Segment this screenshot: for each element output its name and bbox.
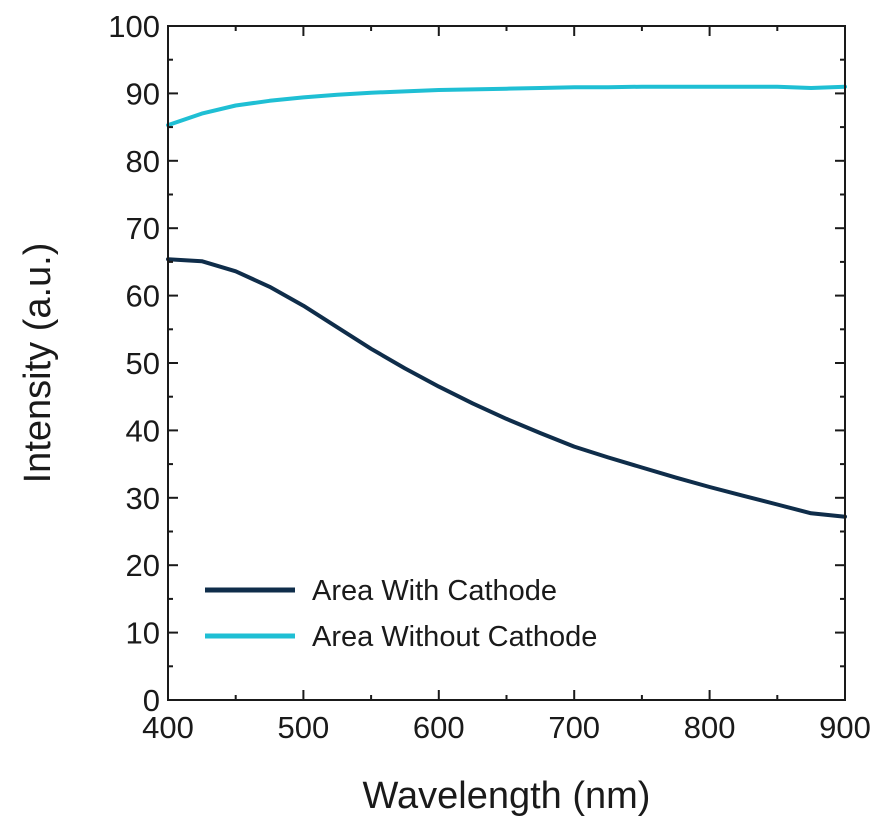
- series-layer: [166, 84, 847, 519]
- y-tick-label: 20: [126, 548, 160, 583]
- y-axis-label: Intensity (a.u.): [17, 243, 59, 484]
- legend-label-area-without-cathode: Area Without Cathode: [312, 621, 597, 653]
- legend-label-area-with-cathode: Area With Cathode: [312, 575, 557, 607]
- x-tick-label: 400: [142, 710, 194, 745]
- series-line-area-with-cathode: [166, 257, 847, 519]
- y-tick-label: 30: [126, 481, 160, 516]
- y-tick-label: 40: [126, 413, 160, 448]
- y-tick-label: 90: [126, 76, 160, 111]
- y-tick-label: 100: [108, 9, 160, 44]
- series-line-area-without-cathode: [166, 84, 847, 128]
- y-tick-label: 70: [126, 211, 160, 246]
- x-tick-label: 900: [819, 710, 871, 745]
- y-tick-label: 60: [126, 279, 160, 314]
- y-tick-label: 0: [143, 683, 160, 718]
- x-tick-label: 500: [278, 710, 330, 745]
- legend: Area With Cathode Area Without Cathode: [205, 575, 597, 653]
- x-axis-ticks: 400 500 600 700 800 900: [142, 26, 871, 745]
- y-tick-label: 10: [126, 616, 160, 651]
- x-tick-label: 700: [548, 710, 600, 745]
- x-tick-label: 800: [684, 710, 736, 745]
- y-tick-label: 80: [126, 144, 160, 179]
- y-axis-ticks: 0 10 20 30 40 50 60 70 80 90 100: [108, 9, 845, 718]
- x-axis-label: Wavelength (nm): [363, 775, 651, 817]
- x-tick-label: 600: [413, 710, 465, 745]
- y-tick-label: 50: [126, 346, 160, 381]
